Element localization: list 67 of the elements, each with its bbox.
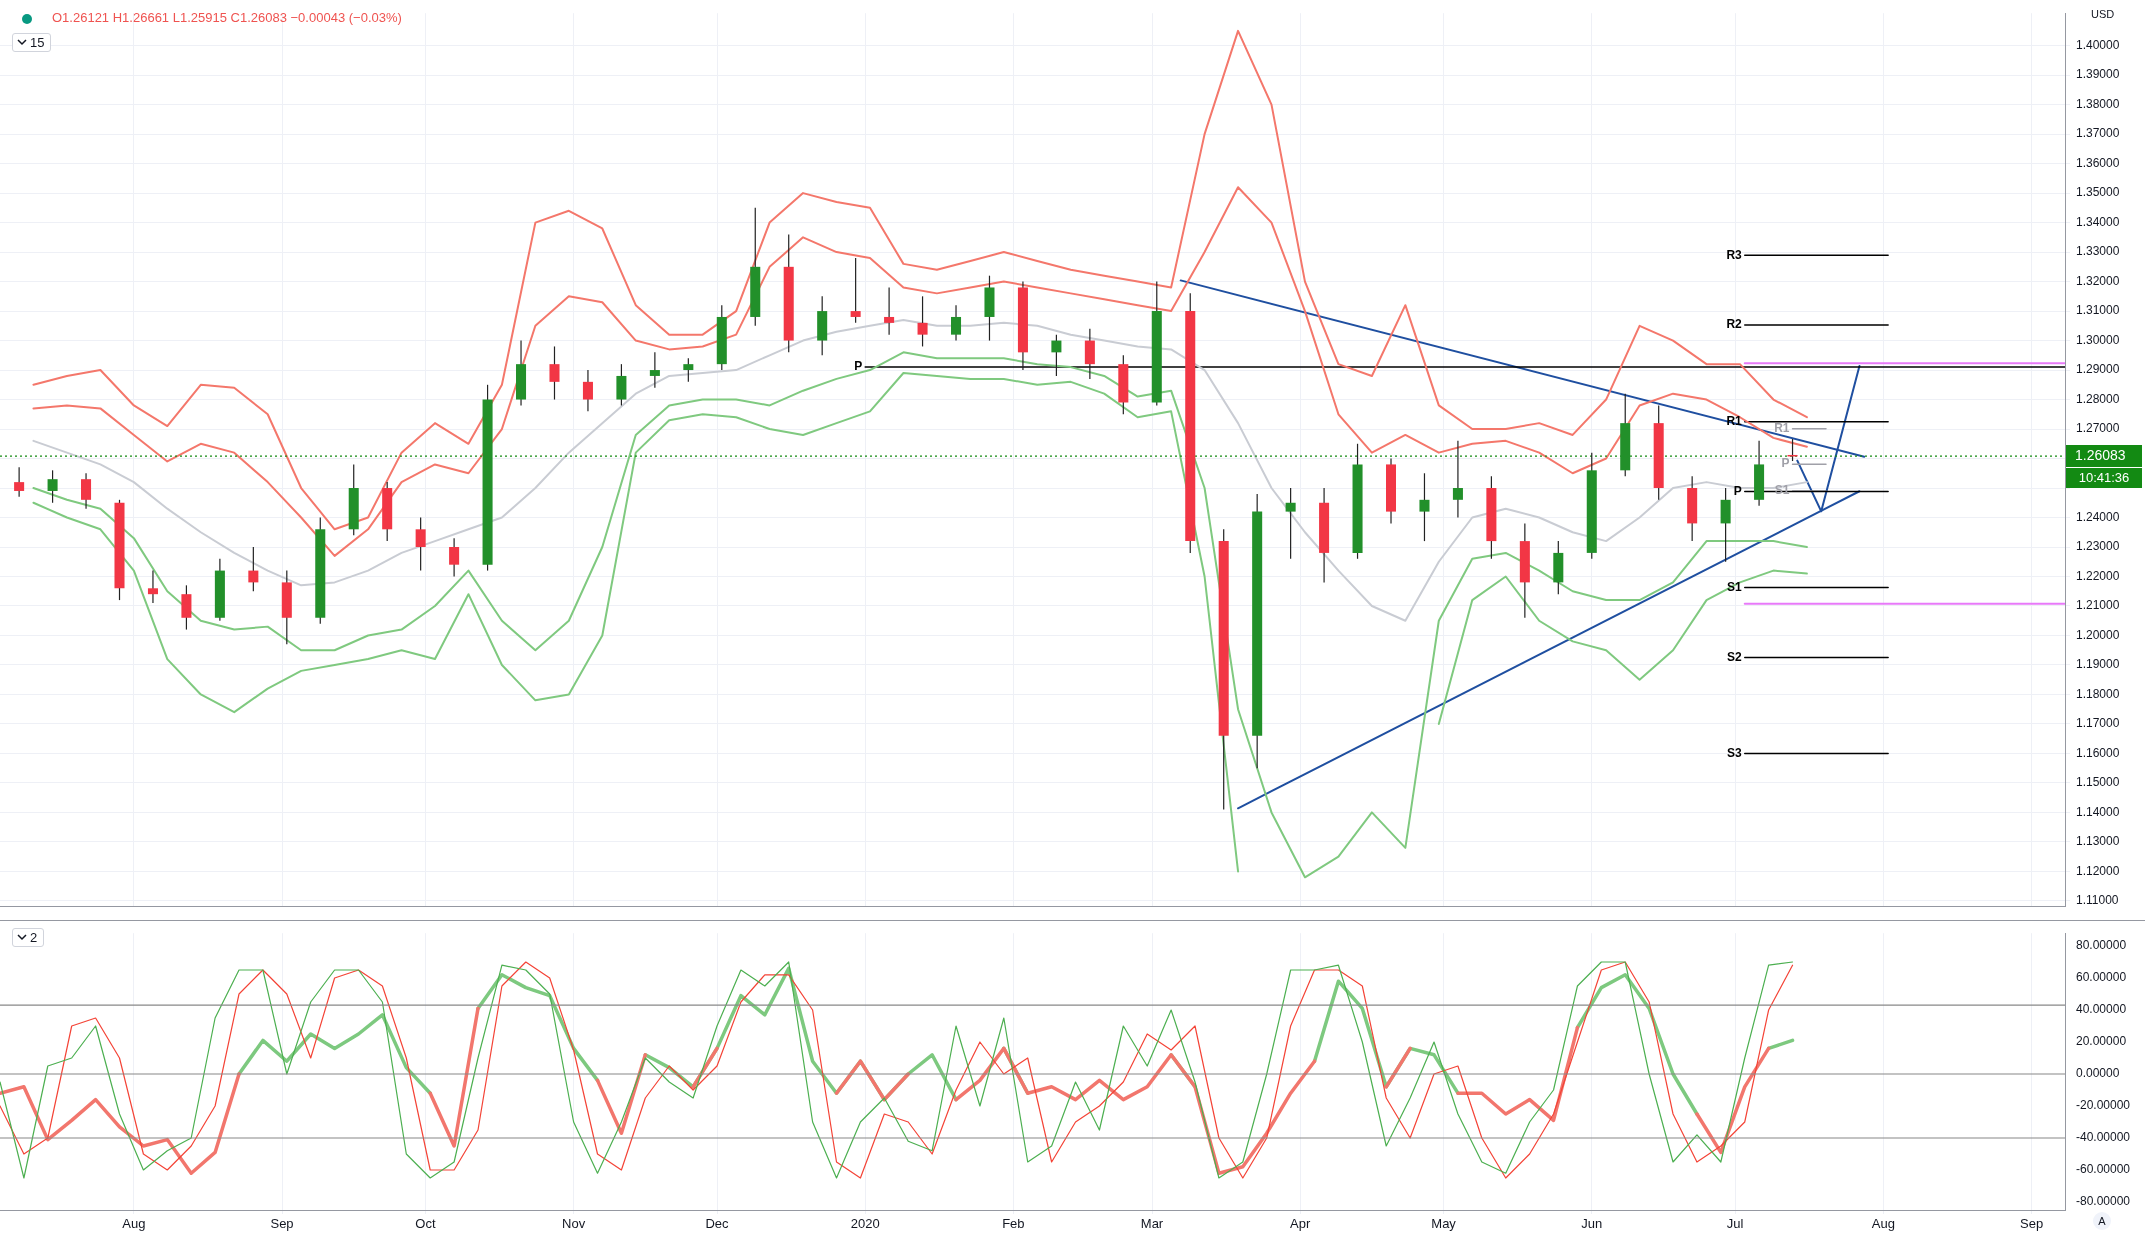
y-tick-label: 1.23000 (2076, 539, 2120, 554)
y-tick-label: 1.28000 (2076, 391, 2120, 406)
x-tick-label: Aug (122, 1216, 146, 1232)
y-tick-label: 60.00000 (2076, 970, 2127, 985)
y-tick-label: 1.18000 (2076, 686, 2120, 701)
y-tick-label: 1.15000 (2076, 775, 2120, 790)
y-tick-label: 1.35000 (2076, 185, 2120, 200)
y-tick-label: -20.00000 (2076, 1098, 2131, 1113)
x-tick-label: Jun (1581, 1216, 1603, 1232)
y-tick-label: 1.20000 (2076, 627, 2120, 642)
series-label: R1 (1774, 421, 1790, 436)
y-tick-label: 1.38000 (2076, 96, 2120, 111)
series-label: R3 (1726, 247, 1743, 262)
y-tick-label: 1.32000 (2076, 273, 2120, 288)
x-tick-label: May (1431, 1216, 1457, 1232)
x-tick-label: 2020 (850, 1216, 880, 1232)
y-tick-label: 1.31000 (2076, 303, 2120, 318)
y-tick-label: 1.11000 (2076, 893, 2119, 908)
y-tick-label: -80.00000 (2076, 1194, 2131, 1209)
y-tick-label: 1.17000 (2076, 716, 2120, 731)
x-tick-label: Mar (1140, 1216, 1164, 1232)
y-tick-label: 1.22000 (2076, 568, 2120, 583)
text: A (2093, 1212, 2111, 1230)
x-tick-label: Nov (562, 1216, 586, 1232)
x-tick-label: Apr (1290, 1216, 1311, 1232)
y-tick-label: 1.24000 (2076, 509, 2120, 524)
y-tick-label: 1.12000 (2076, 863, 2120, 878)
y-tick-label: 80.00000 (2076, 938, 2127, 953)
x-tick-label: Jul (1726, 1216, 1744, 1232)
y-tick-label: 0.00000 (2076, 1066, 2120, 1081)
y-tick-label: 1.37000 (2076, 126, 2120, 141)
text: 10:41:36 (2066, 468, 2142, 489)
y-tick-label: -40.00000 (2076, 1130, 2131, 1145)
series-label: S3 (1727, 745, 1743, 760)
series-label: P (854, 359, 863, 374)
annotation: O1.26121 H1.26661 L1.25915 C1.26083 −0.00043 (−0.03%) (52, 10, 402, 25)
x-tick-label: Aug (1871, 1216, 1895, 1232)
y-tick-label: 40.00000 (2076, 1002, 2127, 1017)
series-label: S1 (1727, 579, 1743, 594)
y-tick-label: 1.27000 (2076, 421, 2120, 436)
y-tick-label: 1.21000 (2076, 598, 2120, 613)
x-tick-label: Dec (705, 1216, 730, 1232)
y-tick-label: 1.36000 (2076, 155, 2120, 170)
y-tick-label: 1.33000 (2076, 244, 2120, 259)
series-label: P (1733, 483, 1742, 498)
annotation: 2 (30, 930, 38, 945)
y-tick-label: 1.34000 (2076, 214, 2120, 229)
y-tick-label: 20.00000 (2076, 1034, 2127, 1049)
y-tick-label: 1.19000 (2076, 657, 2120, 672)
y-tick-label: 1.30000 (2076, 332, 2120, 347)
y-tick-label: 1.16000 (2076, 745, 2120, 760)
series-label: S2 (1727, 649, 1743, 664)
y-tick-label: 1.40000 (2076, 37, 2120, 52)
x-tick-label: Feb (1002, 1216, 1025, 1232)
x-tick-label: Sep (2019, 1216, 2044, 1232)
x-tick-label: Oct (415, 1216, 436, 1232)
y-tick-label: 1.39000 (2076, 67, 2120, 82)
y-tick-label: 1.13000 (2076, 834, 2120, 849)
series-label: R2 (1726, 317, 1743, 332)
text: USD (2091, 8, 2115, 20)
series-label: P (1781, 456, 1790, 471)
ref-line-label: 1.26083 (2075, 446, 2126, 463)
y-tick-label: 1.29000 (2076, 362, 2120, 377)
y-tick-label: 1.14000 (2076, 804, 2120, 819)
annotation: 15 (30, 35, 45, 50)
y-tick-label: -60.00000 (2076, 1162, 2131, 1177)
x-tick-label: Sep (270, 1216, 294, 1232)
